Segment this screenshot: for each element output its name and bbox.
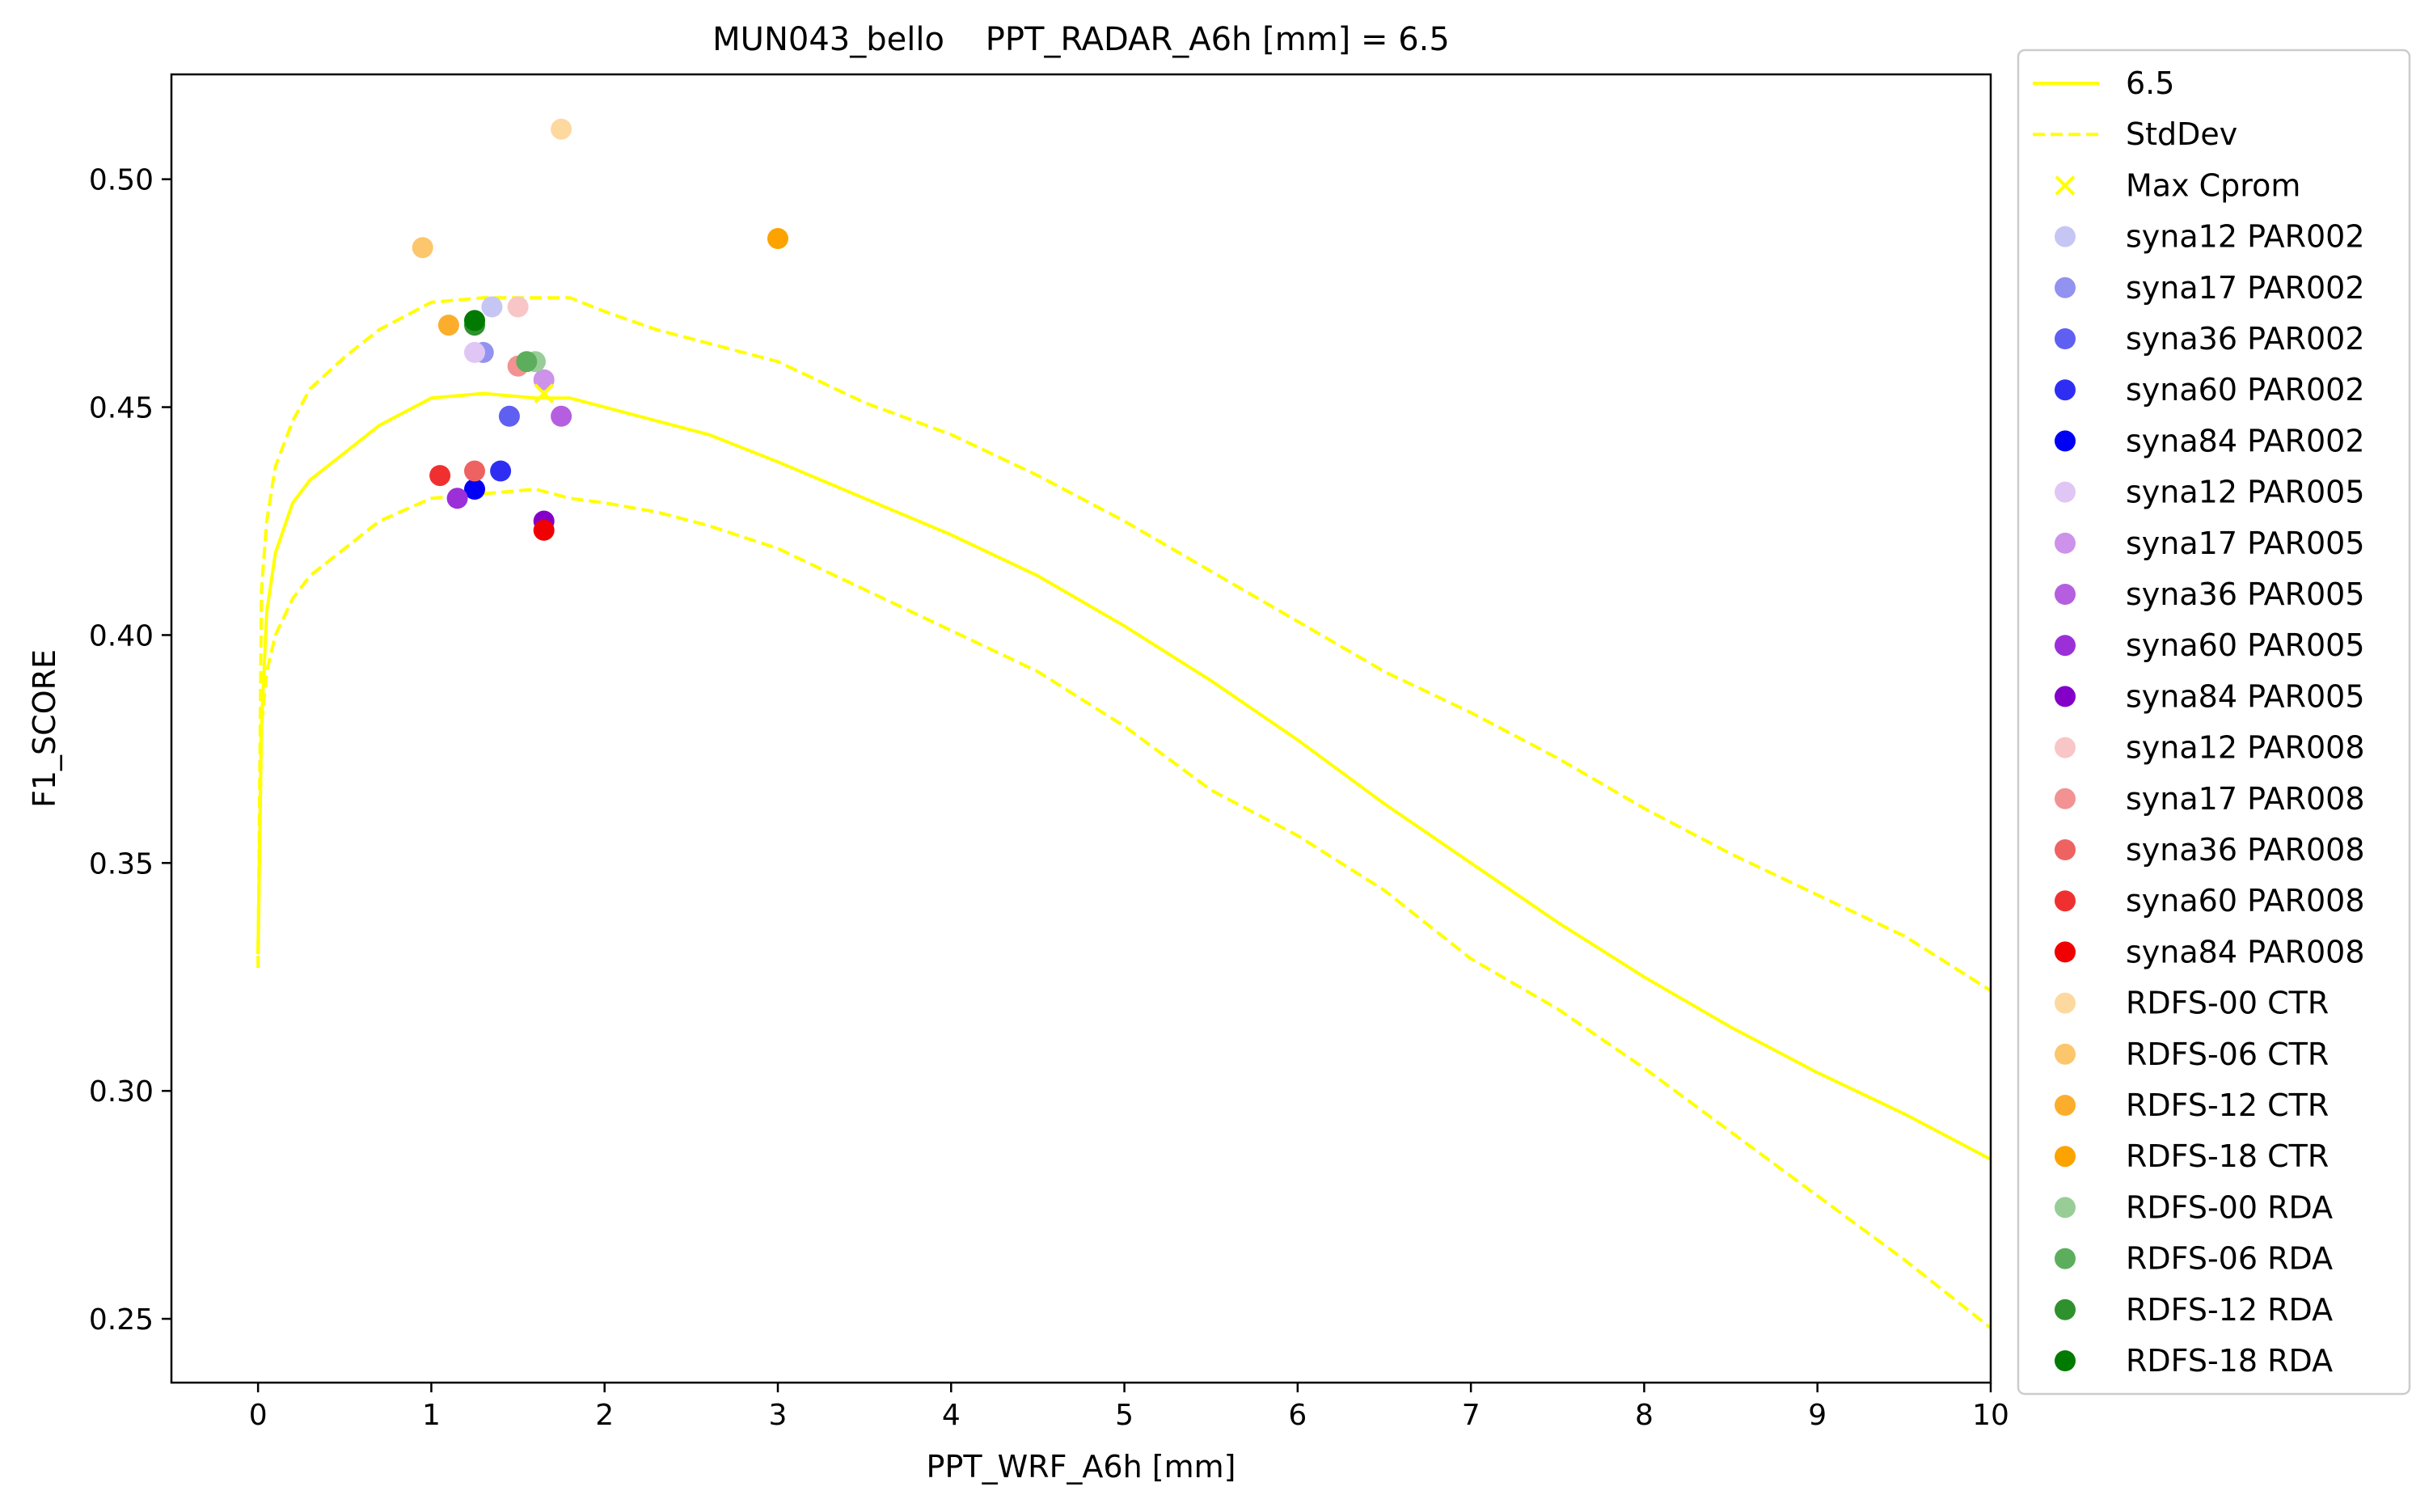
- legend-label: syna36 PAR002: [2126, 321, 2365, 357]
- legend-label: StdDev: [2126, 116, 2237, 152]
- legend-dot-swatch: [2055, 379, 2076, 401]
- point-syna84-par002: [464, 479, 485, 500]
- legend-label: RDFS-00 CTR: [2126, 986, 2329, 1021]
- point-rdfs-00-ctr: [551, 118, 572, 140]
- x-tick-label: 1: [422, 1399, 441, 1432]
- points-layer: [412, 118, 788, 541]
- point-syna36-par008: [464, 460, 485, 482]
- legend-dot-swatch: [2055, 430, 2076, 452]
- y-tick-label: 0.40: [89, 619, 154, 653]
- y-tick-label: 0.45: [89, 392, 154, 425]
- x-tick-label: 2: [595, 1399, 614, 1432]
- legend-dot-swatch: [2055, 839, 2076, 860]
- x-tick-label: 4: [942, 1399, 961, 1432]
- legend-label: syna60 PAR002: [2126, 372, 2365, 408]
- point-syna84-par008: [533, 519, 555, 541]
- legend: 6.5 StdDev Max Cprom syna12 PAR002 syna17 PA…: [2017, 49, 2411, 1396]
- chart-title: MUN043_bello PPT_RADAR_A6h [mm] = 6.5: [712, 21, 1450, 58]
- legend-label: Max Cprom: [2126, 167, 2300, 203]
- x-tick-label: 6: [1288, 1399, 1307, 1432]
- legend-dot-swatch: [2055, 277, 2076, 298]
- mean-line: [256, 391, 1992, 1161]
- legend-label: syna17 PAR008: [2126, 781, 2365, 817]
- legend-dot-swatch: [2055, 1095, 2076, 1116]
- legend-dot-swatch: [2055, 635, 2076, 657]
- legend-label: syna60 PAR008: [2126, 883, 2365, 919]
- legend-label: RDFS-06 CTR: [2126, 1037, 2329, 1072]
- legend-dot-swatch: [2055, 992, 2076, 1014]
- legend-label: RDFS-18 RDA: [2126, 1343, 2333, 1379]
- point-rdfs-12-ctr: [437, 315, 459, 336]
- point-syna12-par008: [507, 296, 529, 318]
- legend-dot-swatch: [2055, 226, 2076, 247]
- legend-label: syna84 PAR005: [2126, 678, 2365, 714]
- legend-dot-swatch: [2055, 1350, 2076, 1371]
- x-tick-label: 10: [1972, 1399, 2009, 1432]
- point-rdfs-06-rda: [516, 351, 538, 373]
- legend-label: syna36 PAR005: [2126, 577, 2365, 612]
- legend-dot-swatch: [2055, 1043, 2076, 1065]
- legend-dot-swatch: [2055, 1146, 2076, 1168]
- legend-label: RDFS-00 RDA: [2126, 1189, 2333, 1225]
- legend-label: syna36 PAR008: [2126, 832, 2365, 868]
- legend-dot-swatch: [2055, 737, 2076, 758]
- point-syna60-par002: [490, 460, 512, 482]
- x-axis-label: PPT_WRF_A6h [mm]: [927, 1449, 1236, 1485]
- legend-dot-swatch: [2055, 890, 2076, 912]
- legend-label: RDFS-18 CTR: [2126, 1138, 2329, 1174]
- legend-label: syna17 PAR002: [2126, 270, 2365, 306]
- legend-label: syna12 PAR008: [2126, 730, 2365, 766]
- legend-label: syna60 PAR005: [2126, 627, 2365, 663]
- x-tick-label: 8: [1635, 1399, 1654, 1432]
- series-layer: [256, 296, 1992, 1329]
- legend-label: RDFS-06 RDA: [2126, 1241, 2333, 1277]
- y-tick-label: 0.25: [89, 1303, 154, 1337]
- point-rdfs-18-ctr: [767, 228, 788, 249]
- legend-dot-swatch: [2055, 941, 2076, 963]
- axes-layer: 0 1 2 3 4 5 6 7 8 9 10 0.25 0.30 0.35 0.40 0.45 0.50: [89, 164, 2009, 1432]
- legend-label: 6.5: [2126, 65, 2174, 101]
- legend-label: syna12 PAR005: [2126, 475, 2365, 510]
- legend-frame: [2017, 49, 2411, 1396]
- x-tick-label: 5: [1115, 1399, 1134, 1432]
- legend-dot-swatch: [2055, 686, 2076, 707]
- legend-dot-swatch: [2055, 1248, 2076, 1269]
- legend-dot-swatch: [2055, 1299, 2076, 1320]
- legend-dot-swatch: [2055, 788, 2076, 809]
- point-syna60-par005: [446, 488, 468, 509]
- stddev-line-2: [256, 488, 1992, 1329]
- point-rdfs-06-ctr: [412, 237, 433, 259]
- legend-label: syna12 PAR002: [2126, 219, 2365, 255]
- legend-label: RDFS-12 RDA: [2126, 1292, 2333, 1328]
- legend-dot-swatch: [2055, 584, 2076, 605]
- plot-frame: [170, 73, 1992, 1384]
- legend-x-swatch: [2055, 175, 2076, 196]
- point-syna36-par005: [551, 405, 572, 427]
- legend-dot-swatch: [2055, 328, 2076, 349]
- legend-label: RDFS-12 CTR: [2126, 1088, 2329, 1123]
- legend-dot-swatch: [2055, 481, 2076, 503]
- stddev-line-1: [256, 296, 1992, 992]
- point-syna60-par008: [429, 465, 451, 487]
- y-axis-label: F1_SCORE: [27, 649, 62, 808]
- legend-dot-swatch: [2055, 1197, 2076, 1218]
- y-tick-label: 0.35: [89, 847, 154, 881]
- y-tick-label: 0.30: [89, 1075, 154, 1109]
- x-tick-label: 9: [1808, 1399, 1827, 1432]
- point-syna12-par005: [464, 341, 485, 363]
- legend-label: syna17 PAR005: [2126, 526, 2365, 561]
- point-rdfs-18-rda: [464, 310, 485, 332]
- x-tick-label: 0: [249, 1399, 268, 1432]
- y-tick-label: 0.50: [89, 164, 154, 197]
- point-syna12-par002: [481, 296, 503, 318]
- point-syna17-par005: [533, 369, 555, 391]
- x-tick-label: 3: [769, 1399, 788, 1432]
- max-cprom-marker: [534, 383, 555, 404]
- legend-dot-swatch: [2055, 532, 2076, 554]
- legend-label: syna84 PAR002: [2126, 423, 2365, 458]
- legend-label: syna84 PAR008: [2126, 934, 2365, 969]
- x-tick-label: 7: [1462, 1399, 1480, 1432]
- point-syna36-par002: [498, 405, 520, 427]
